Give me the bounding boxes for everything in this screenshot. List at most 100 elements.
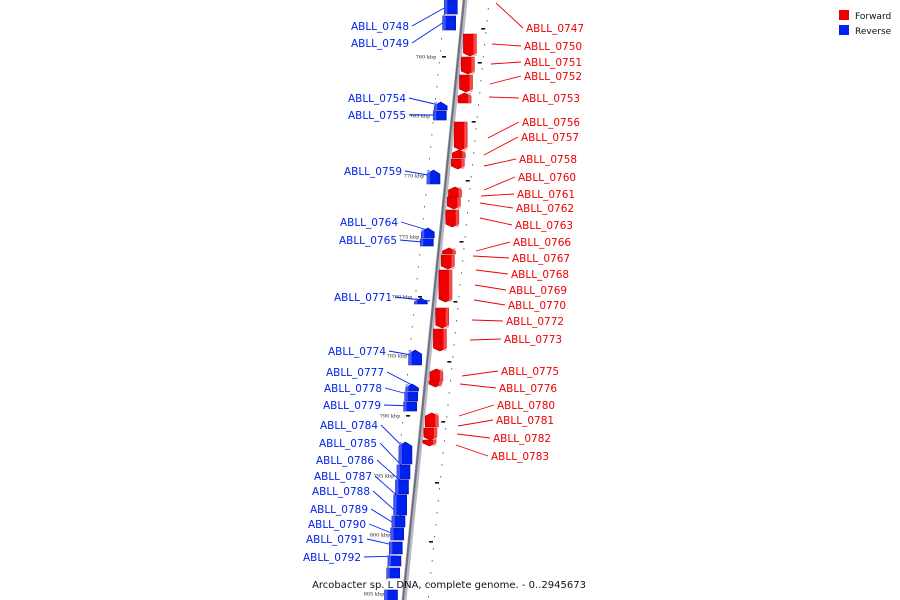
forward-gene-shading xyxy=(435,413,439,427)
reverse-gene-feature xyxy=(414,297,428,305)
reverse-gene-shading xyxy=(387,556,391,566)
gene-label-reverse: ABLL_0765 xyxy=(339,235,397,247)
forward-gene-shading xyxy=(473,34,477,56)
gene-label-forward: ABLL_0756 xyxy=(522,117,580,129)
gene-label-forward: ABLL_0781 xyxy=(496,415,554,427)
reverse-gene-shading xyxy=(404,392,408,401)
genome-caption: Arcobacter sp. L DNA, complete genome. -… xyxy=(312,580,586,591)
gene-label-forward: ABLL_0753 xyxy=(522,93,580,105)
forward-gene-shading xyxy=(457,197,461,209)
kbp-tick-mark xyxy=(465,180,470,182)
reverse-gene-shading xyxy=(433,111,437,120)
reverse-gene-shading xyxy=(389,542,393,554)
reverse-gene-shading xyxy=(434,102,438,110)
legend-swatch-reverse xyxy=(839,25,849,35)
leader-line-forward xyxy=(483,158,517,167)
forward-gene-shading xyxy=(438,381,442,387)
gene-label-forward: ABLL_0747 xyxy=(526,23,584,35)
forward-gene-shading xyxy=(462,150,466,158)
forward-gene-shading xyxy=(451,255,455,269)
leader-line-forward xyxy=(495,2,524,29)
leader-line-forward xyxy=(471,319,504,322)
genome-backbone xyxy=(401,0,468,600)
leader-line-forward xyxy=(479,217,513,226)
gene-label-forward: ABLL_0783 xyxy=(491,451,549,463)
gene-label-forward: ABLL_0751 xyxy=(524,57,582,69)
kbp-tick-mark xyxy=(406,415,410,417)
reverse-gene-shading xyxy=(386,568,390,578)
gene-label-forward: ABLL_0757 xyxy=(521,132,579,144)
kbp-tick-mark xyxy=(459,241,464,243)
leader-line-forward xyxy=(459,383,497,389)
leader-line-reverse xyxy=(411,21,445,44)
leader-line-forward xyxy=(473,299,506,306)
forward-gene-shading xyxy=(458,187,462,197)
reverse-gene-feature xyxy=(405,383,419,392)
forward-gene-shading xyxy=(469,75,473,92)
reverse-gene-shading xyxy=(384,590,388,600)
gene-label-forward: ABLL_0772 xyxy=(506,316,564,328)
leader-line-reverse xyxy=(379,442,406,470)
gene-label-reverse: ABLL_0789 xyxy=(310,504,368,516)
kbp-tick-mark xyxy=(441,421,446,423)
gene-label-forward: ABLL_0770 xyxy=(508,300,566,312)
kbp-tick-label: 805 kbp xyxy=(364,592,385,598)
leader-line-forward xyxy=(456,433,491,439)
gene-label-forward: ABLL_0750 xyxy=(524,41,582,53)
gene-label-reverse: ABLL_0792 xyxy=(303,552,361,564)
reverse-gene-shading xyxy=(391,516,395,527)
leader-line-forward xyxy=(490,61,522,65)
kbp-tick-mark xyxy=(435,482,439,484)
gene-label-forward: ABLL_0769 xyxy=(509,285,567,297)
forward-gene-shading xyxy=(455,210,459,227)
forward-gene-shading xyxy=(448,270,452,302)
gene-label-reverse: ABLL_0791 xyxy=(306,534,364,546)
legend-swatch-forward xyxy=(839,10,849,20)
gene-label-forward: ABLL_0752 xyxy=(524,71,582,83)
reverse-gene-shading xyxy=(420,239,424,246)
leader-line-forward xyxy=(469,338,502,341)
legend: Forward Reverse xyxy=(839,10,892,37)
kbp-tick-label: 760 kbp xyxy=(416,55,437,61)
gene-label-reverse: ABLL_0748 xyxy=(351,21,409,33)
gene-label-forward: ABLL_0762 xyxy=(516,203,574,215)
reverse-gene-shading xyxy=(421,228,425,238)
forward-gene-shading xyxy=(461,159,465,169)
kbp-tick-label: 775 kbp xyxy=(399,235,420,241)
kbp-tick-mark xyxy=(442,56,446,58)
gene-features xyxy=(384,0,477,600)
gene-label-reverse: ABLL_0778 xyxy=(324,383,382,395)
leader-line-forward xyxy=(472,255,510,259)
reverse-gene-shading xyxy=(395,480,399,494)
forward-gene-shading xyxy=(432,440,436,446)
forward-gene-shading xyxy=(452,248,456,254)
gene-label-reverse: ABLL_0774 xyxy=(328,346,386,358)
kbp-tick-mark xyxy=(471,121,476,123)
leader-line-forward xyxy=(487,121,520,139)
reverse-gene-shading xyxy=(398,442,402,464)
kbp-tick-mark xyxy=(477,62,482,64)
gene-label-reverse: ABLL_0777 xyxy=(326,367,384,379)
gene-label-forward: ABLL_0767 xyxy=(512,253,570,265)
gene-label-reverse: ABLL_0788 xyxy=(312,486,370,498)
kbp-tick-mark xyxy=(429,541,433,543)
leader-line-forward xyxy=(483,176,516,191)
reverse-gene-shading xyxy=(442,16,446,30)
gene-label-reverse: ABLL_0759 xyxy=(344,166,402,178)
leader-line-forward xyxy=(491,43,522,47)
kbp-tick-label: 795 kbp xyxy=(374,474,395,480)
leader-line-forward xyxy=(455,444,489,457)
reverse-gene-shading xyxy=(396,465,400,479)
gene-label-reverse: ABLL_0771 xyxy=(334,292,392,304)
legend-label-reverse: Reverse xyxy=(855,27,892,37)
gene-label-reverse: ABLL_0749 xyxy=(351,38,409,50)
gene-labels: ABLL_0747 ABLL_0750 ABLL_0751 ABLL_0752 ABLL… xyxy=(303,21,584,564)
kbp-tick-label: 785 kbp xyxy=(387,354,408,360)
forward-gene-shading xyxy=(443,329,447,351)
kbp-tick-mark xyxy=(453,301,458,303)
leader-line-forward xyxy=(475,241,511,252)
gene-label-reverse: ABLL_0764 xyxy=(340,217,398,229)
reverse-gene-shading xyxy=(390,528,394,540)
gene-label-forward: ABLL_0761 xyxy=(517,189,575,201)
